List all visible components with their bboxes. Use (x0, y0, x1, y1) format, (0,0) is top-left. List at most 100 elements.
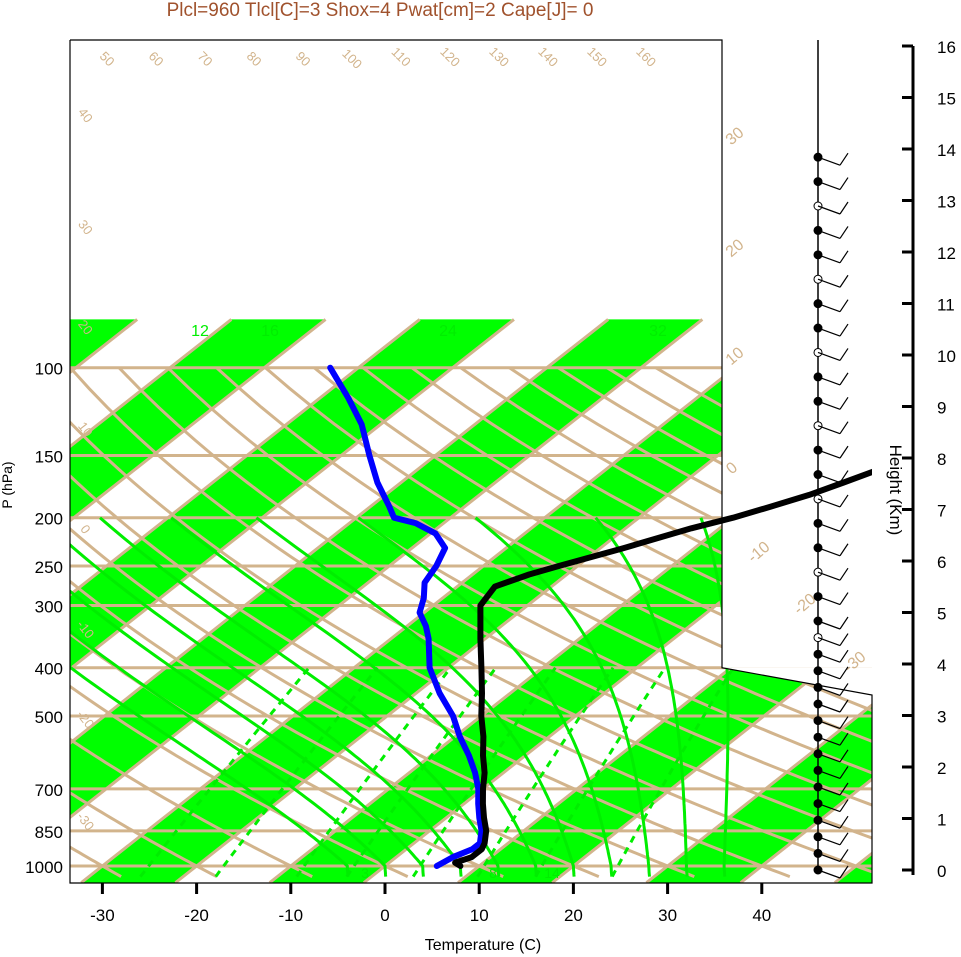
height-tick-label: 9 (937, 399, 946, 418)
dry-adiabat-label: 120 (437, 44, 463, 70)
height-tick-label: 6 (937, 553, 946, 572)
wind-barb (817, 254, 841, 264)
wind-barb (817, 181, 841, 191)
wind-barb-feather (839, 782, 849, 796)
dry-adiabat-line (362, 366, 872, 653)
wind-barb-feather (839, 519, 849, 532)
wind-barb-feather (839, 445, 849, 459)
pressure-tick-label: 700 (35, 781, 63, 800)
axes: -30 -20 -10 0 10 20 30 401001502002503004005007… (25, 38, 956, 925)
wind-barb (817, 803, 841, 813)
wind-barb-feather (839, 299, 849, 312)
moist-adiabat-line (70, 542, 463, 877)
mixing-ratio-line (139, 666, 311, 878)
dry-adiabat-line (313, 366, 872, 682)
wind-column (813, 40, 849, 879)
dry-adiabat-line (117, 366, 872, 807)
height-tick-label: 8 (937, 450, 946, 469)
profile-lines (327, 364, 872, 869)
moist-adiabat-line (357, 516, 614, 877)
mixing-ratio-line (345, 666, 498, 878)
height-tick-label: 14 (937, 141, 956, 160)
mixing-ratio-lines (139, 666, 735, 878)
height-tick-label: 10 (937, 347, 956, 366)
wind-barb-feather (839, 592, 849, 605)
wind-barb-feather (839, 716, 849, 729)
isotherm-label: 40 (75, 105, 96, 126)
mixing-ratio-line (476, 666, 615, 878)
mixing-ratio-line (214, 666, 379, 878)
height-tick-label: 3 (937, 708, 946, 727)
wind-barb (817, 620, 841, 630)
moist-adiabat-label: 32 (649, 323, 667, 340)
moist-adiabat-line (255, 516, 576, 877)
wind-barb (817, 522, 841, 532)
wind-barb-feather (839, 633, 849, 646)
dry-adiabat-label: 50 (97, 48, 118, 69)
moist-adiabat-label: 16 (261, 323, 279, 340)
wind-barb (817, 229, 841, 239)
moist-adiabat-lines (70, 516, 730, 877)
moist-adiabat-line (170, 516, 538, 877)
pressure-tick-label: 850 (35, 823, 63, 842)
dry-adiabat-line (70, 579, 600, 878)
wind-barb-feather (839, 543, 849, 557)
moist-adiabat-line (70, 665, 350, 877)
x-tick-label: 20 (564, 906, 583, 925)
x-axis-label: Temperature (C) (425, 937, 541, 954)
x-tick-label: -30 (90, 906, 115, 925)
wind-barb-feather (839, 470, 849, 483)
isotherm-label: 0 (77, 522, 93, 537)
pressure-tick-label: 400 (35, 660, 63, 679)
wind-barb-feather (839, 732, 849, 746)
dry-adiabat-label: 70 (195, 48, 216, 69)
wind-barb (817, 769, 841, 779)
mask-upper-right (722, 40, 874, 668)
moist-adiabat-label: 24 (439, 323, 457, 340)
y-axis-label: P (hPa) (0, 461, 15, 508)
wind-barb-feather (839, 567, 849, 581)
wind-barb-feather (839, 274, 849, 288)
wind-barb (817, 596, 841, 606)
wind-barb-feather (839, 201, 849, 215)
x-tick-label: 0 (380, 906, 389, 925)
dry-adiabat-label: 80 (244, 48, 265, 69)
wind-barb (817, 278, 841, 288)
wind-barb (817, 547, 841, 557)
wind-barb-feather (839, 177, 849, 190)
wind-barb-feather (839, 226, 849, 239)
wind-barb-feather (839, 815, 849, 829)
dry-adiabat-label: 60 (146, 48, 167, 69)
wind-barb (817, 205, 841, 215)
moist-adiabat-line (594, 516, 689, 877)
mixing-ratio-line (411, 666, 557, 878)
height-tick-label: 15 (937, 90, 956, 109)
x-tick-label: 10 (470, 906, 489, 925)
chart-title: Plcl=960 Tlcl[C]=3 Shox=4 Pwat[cm]=2 Cap… (167, 0, 594, 21)
height-tick-label: 12 (937, 244, 956, 263)
wind-barb (817, 736, 841, 746)
dry-adiabat-line (70, 631, 504, 878)
wind-barb (817, 686, 841, 696)
x-tick-label: 40 (752, 906, 771, 925)
pressure-tick-label: 250 (35, 558, 63, 577)
isotherm-line (70, 318, 515, 671)
dry-adiabat-label: 110 (389, 44, 414, 69)
wind-barb-feather (839, 865, 849, 879)
pressure-tick-label: 200 (35, 510, 63, 529)
height-axis-label: Height (Km) (886, 445, 905, 536)
dry-adiabat-label: 150 (584, 44, 610, 70)
wind-barb-feather (839, 799, 849, 812)
wind-barb-feather (839, 250, 849, 264)
wind-barb (817, 400, 841, 410)
isotherm-line (70, 318, 610, 746)
mixing-ratio-label: 8 (489, 865, 497, 881)
dry-adiabat-line (70, 791, 218, 878)
wind-barb (817, 449, 841, 459)
wind-barb-feather (839, 348, 849, 361)
dry-adiabat-label: 140 (535, 44, 561, 70)
pressure-tick-label: 150 (35, 447, 63, 466)
wind-barb-feather (839, 649, 849, 663)
dry-adiabat-line (70, 420, 872, 874)
wind-barb-feather (839, 323, 849, 337)
